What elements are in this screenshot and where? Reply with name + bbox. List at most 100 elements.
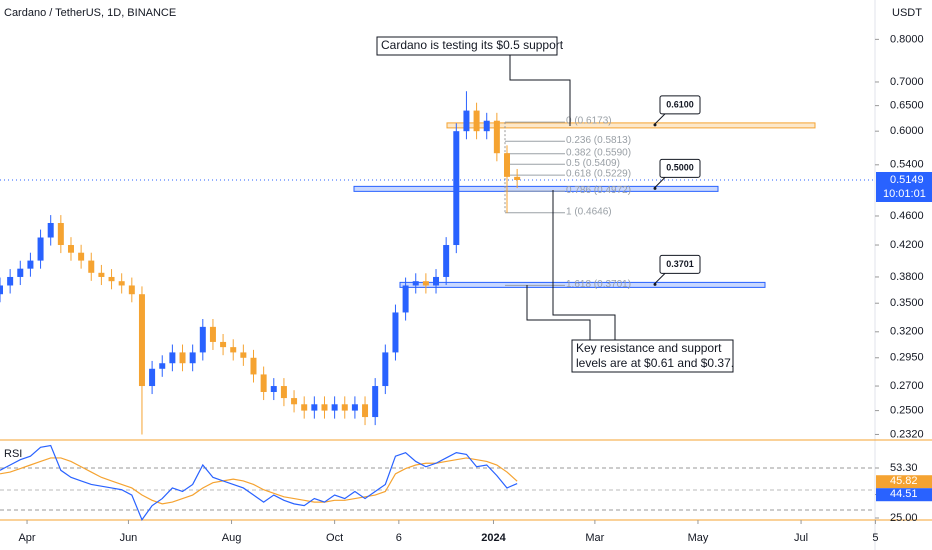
x-tick-label: Mar: [585, 532, 604, 544]
y-tick-label: 0.3800: [890, 271, 924, 283]
callout-pointer: [654, 113, 666, 125]
chart-title: Cardano / TetherUS, 1D, BINANCE: [4, 7, 176, 19]
candle-body: [149, 368, 156, 387]
candle-body: [128, 285, 135, 295]
rsi-y-tick-label: 53.30: [890, 462, 918, 474]
candle-body: [402, 285, 409, 313]
candle-body: [382, 352, 389, 387]
x-tick-label: 5: [872, 532, 878, 544]
note-text: Cardano is testing its $0.5 support: [381, 38, 564, 52]
x-tick-label: Apr: [18, 532, 35, 544]
y-tick-label: 0.5400: [890, 159, 924, 171]
candle-body: [250, 357, 257, 375]
candle-body: [321, 404, 328, 411]
rsi-line: [0, 444, 518, 522]
note-box: [571, 339, 734, 373]
x-tick-label: 2024: [481, 532, 506, 544]
candle-body: [88, 260, 95, 273]
fib-label: 0.382 (0.5590): [566, 147, 631, 158]
candle-body: [301, 404, 308, 411]
candle-body: [433, 276, 440, 286]
fib-label: 0.5 (0.5409): [566, 158, 620, 169]
callout-label: 0.5000: [666, 163, 694, 173]
x-tick-label: Jun: [120, 532, 138, 544]
candle-body: [372, 386, 379, 418]
callout-label: 0.6100: [666, 99, 694, 109]
y-tick-label: 0.3200: [890, 326, 924, 338]
candle-body: [27, 260, 34, 269]
y-tick-label: 0.6000: [890, 125, 924, 137]
candle-body: [0, 285, 3, 295]
candle-body: [159, 363, 166, 369]
note-text: levels are at $0.61 and $0.37.: [576, 356, 734, 370]
candle-body: [453, 131, 460, 246]
y-tick-label: 0.7000: [890, 76, 924, 88]
y-tick-label: 0.2950: [890, 352, 924, 364]
callout-dot: [653, 282, 657, 286]
y-tick-label: 0.2700: [890, 380, 924, 392]
candle-body: [17, 268, 24, 277]
candle-body: [311, 404, 318, 411]
candle-body: [270, 386, 277, 393]
callout-pointer: [654, 273, 666, 284]
axis-unit: USDT: [892, 7, 922, 19]
candle-body: [118, 281, 125, 286]
callout-dot: [653, 123, 657, 127]
note-box: [376, 36, 558, 56]
x-tick-label: Jul: [794, 532, 808, 544]
candle-body: [280, 386, 287, 399]
note-text: Key resistance and support: [576, 341, 722, 355]
candle-body: [199, 326, 206, 353]
callout-box: [659, 95, 701, 115]
rsi-badge: [876, 488, 932, 502]
rsi-ma-line: [0, 457, 518, 505]
candle-body: [230, 347, 237, 353]
rsi-ma-badge: [876, 475, 932, 489]
y-tick-label: 0.3500: [890, 297, 924, 309]
candle-body: [412, 281, 419, 286]
candle-body: [57, 222, 64, 246]
rsi-value: 44.51: [890, 488, 918, 500]
y-tick-label: 0.4600: [890, 210, 924, 222]
candle-body: [78, 252, 85, 261]
candle-body: [260, 374, 267, 393]
connectors: [509, 55, 616, 340]
fib-label: 1 (0.4646): [566, 206, 612, 217]
candle-body: [67, 245, 74, 253]
rsi-label: RSI: [4, 448, 22, 460]
callout-box: [659, 254, 701, 274]
candle-body: [362, 404, 369, 418]
y-tick-label: 0.4200: [890, 239, 924, 251]
callout-label: 0.3701: [666, 259, 694, 269]
callout-dot: [653, 186, 657, 190]
y-tick-label: 0.2500: [890, 405, 924, 417]
candle-body: [47, 222, 54, 238]
zone: [353, 185, 719, 192]
fib-label: 0 (0.6173): [566, 116, 612, 127]
candle-body: [138, 294, 145, 387]
zone: [446, 122, 816, 129]
candle-body: [331, 404, 338, 411]
fib-label: 0.618 (0.5229): [566, 169, 631, 180]
candle-body: [189, 352, 196, 364]
candle-body: [179, 352, 186, 364]
fib-label: 1.618 (0.3701): [566, 279, 631, 290]
callout-box: [659, 158, 701, 178]
zone: [399, 281, 766, 288]
callout-pointer: [654, 177, 666, 188]
y-tick-label: 0.8000: [890, 33, 924, 45]
candle-body: [98, 272, 105, 277]
candle-body: [108, 276, 115, 282]
candle-body: [351, 404, 358, 411]
candle-body: [209, 326, 216, 342]
candle-body: [483, 120, 490, 132]
y-tick-label: 0.6500: [890, 100, 924, 112]
candle-body: [504, 153, 511, 177]
candle-body: [7, 276, 14, 286]
countdown-label: 10:01:01: [883, 188, 926, 200]
x-tick-label: Oct: [326, 532, 343, 544]
candle-body: [392, 312, 399, 353]
candle-body: [422, 281, 429, 286]
candle-body: [37, 237, 44, 261]
